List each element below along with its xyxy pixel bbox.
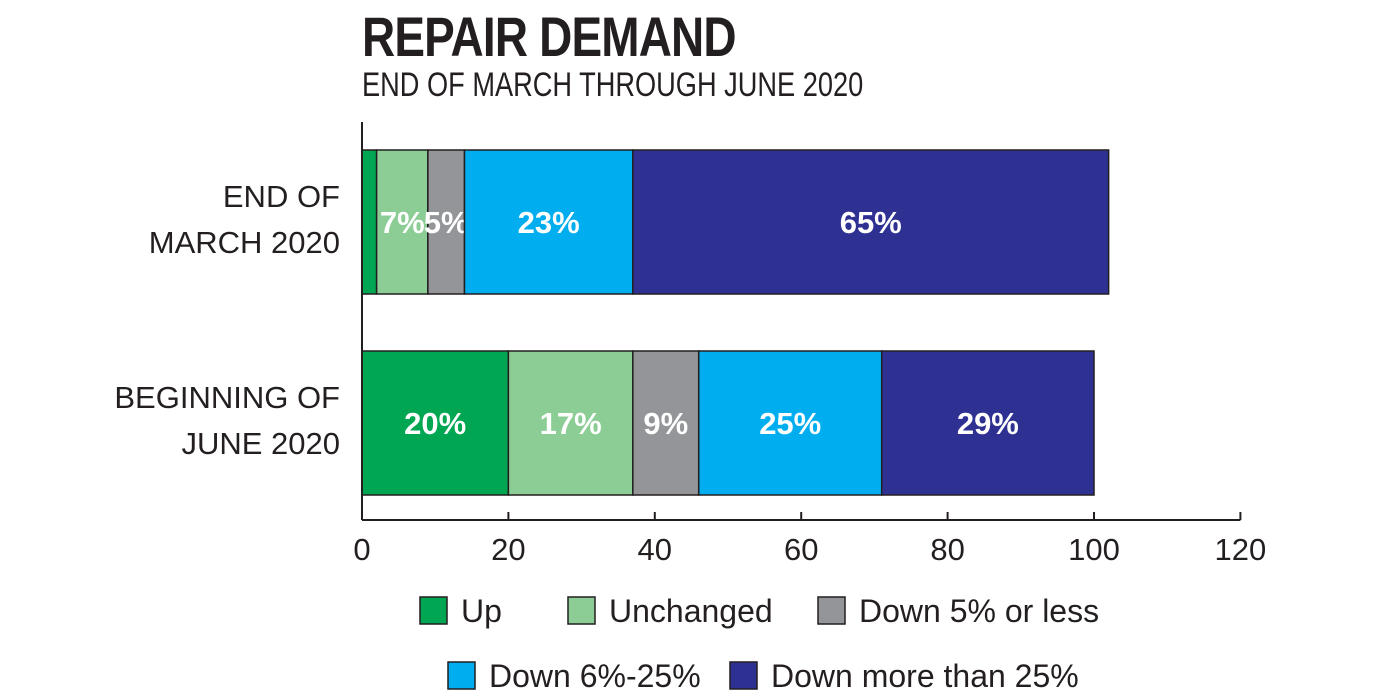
legend-swatch xyxy=(447,661,476,690)
category-label: JUNE 2020 xyxy=(181,426,340,461)
data-label: 17% xyxy=(540,406,602,441)
data-label: 20% xyxy=(404,406,466,441)
legend-label: Unchanged xyxy=(609,593,773,629)
category-label: BEGINNING OF xyxy=(114,380,340,415)
x-tick-label: 20 xyxy=(491,532,525,567)
data-label: 23% xyxy=(518,205,580,240)
bar-segment xyxy=(375,149,429,295)
category-label: END OF xyxy=(223,179,340,214)
bar-segment xyxy=(463,149,634,295)
data-label: 9% xyxy=(643,406,688,441)
bar-segment xyxy=(632,350,700,496)
legend-swatch xyxy=(419,596,448,625)
legend-swatch xyxy=(729,661,758,690)
category-label: MARCH 2020 xyxy=(149,225,340,260)
legend-label: Up xyxy=(461,593,502,629)
x-tick-label: 120 xyxy=(1215,532,1267,567)
x-tick-label: 0 xyxy=(353,532,370,567)
data-label: 5% xyxy=(424,205,469,240)
bar-segment xyxy=(697,350,883,496)
bar-segment xyxy=(361,149,378,295)
x-tick-label: 40 xyxy=(638,532,672,567)
chart-title: REPAIR DEMAND xyxy=(362,5,737,68)
bar-segment xyxy=(632,149,1110,295)
x-tick-label: 80 xyxy=(930,532,964,567)
bar-segment xyxy=(507,350,634,496)
bar-segment xyxy=(361,350,510,496)
bar-segment xyxy=(880,350,1095,496)
legend-label: Down 6%-25% xyxy=(489,658,701,694)
data-label: 29% xyxy=(957,406,1019,441)
legend-label: Down 5% or less xyxy=(859,593,1099,629)
data-label: 25% xyxy=(759,406,821,441)
x-tick-label: 60 xyxy=(784,532,818,567)
data-label: 7% xyxy=(380,205,425,240)
legend-swatch xyxy=(567,596,596,625)
data-label: 65% xyxy=(840,205,902,240)
legend-swatch xyxy=(817,596,846,625)
chart-subtitle: END OF MARCH THROUGH JUNE 2020 xyxy=(362,66,864,104)
legend-label: Down more than 25% xyxy=(771,658,1079,694)
x-tick-label: 100 xyxy=(1068,532,1120,567)
